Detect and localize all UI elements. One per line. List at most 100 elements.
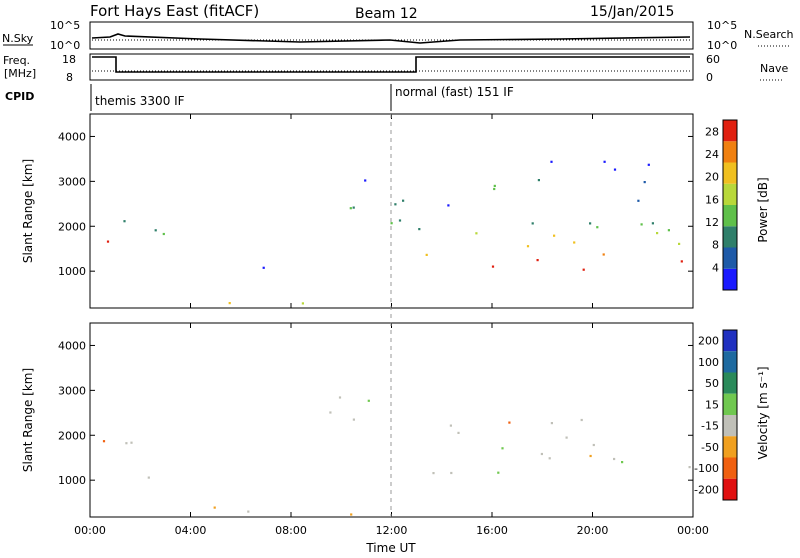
- velocity-data-point: [247, 510, 250, 513]
- x-tick-label: 12:00: [376, 524, 408, 537]
- velocity-colorbar-swatch: [723, 330, 737, 352]
- velocity-colorbar-frame: [722, 329, 738, 501]
- velocity-data-point: [540, 452, 543, 456]
- velocity-data-point: [367, 399, 370, 402]
- nsearch-tick-bottom: 10^0: [707, 39, 737, 52]
- velocity-y-tick-label: 2000: [58, 429, 86, 442]
- power-data-point: [491, 265, 495, 268]
- power-data-point: [536, 259, 539, 262]
- velocity-data-point: [457, 431, 460, 434]
- velocity-colorbar-tick-label: 50: [705, 377, 719, 390]
- power-data-point: [647, 163, 650, 166]
- velocity-axes: 1000 2000 3000 4000: [58, 323, 694, 517]
- power-data-point: [301, 302, 304, 305]
- power-data-point: [447, 204, 450, 207]
- nsky-panel: N.Sky 10^5 10^0 10^5 10^0 N.Search: [2, 19, 794, 52]
- power-colorbar-tick-label: 28: [705, 125, 719, 138]
- power-colorbar-label: Power [dB]: [756, 177, 770, 242]
- velocity-colorbar-tick-label: 100: [698, 356, 719, 369]
- freq-tick-top: 18: [62, 53, 76, 66]
- velocity-data-point: [565, 436, 568, 439]
- x-tick-label: 20:00: [577, 524, 609, 537]
- power-colorbar-tick-label: 4: [712, 261, 719, 274]
- power-data-point: [531, 222, 534, 225]
- velocity-data-point: [449, 424, 452, 427]
- power-colorbar-swatch: [723, 141, 737, 163]
- power-data-point: [262, 266, 265, 269]
- velocity-colorbar: Velocity [m s⁻¹] 200 100 50 15 -15 -50 -100 -20…: [694, 329, 770, 501]
- power-y-tick-label: 4000: [58, 130, 86, 143]
- power-data-point: [349, 207, 352, 210]
- velocity-data-point: [352, 418, 355, 421]
- nave-tick-bottom: 0: [706, 71, 713, 84]
- x-tick-label: 16:00: [476, 524, 508, 537]
- velocity-data-point: [688, 466, 691, 469]
- power-data-point: [526, 245, 530, 248]
- cpid-segment-1: themis 3300 IF: [95, 94, 185, 108]
- velocity-data-point: [450, 471, 453, 475]
- power-colorbar-tick-label: 20: [705, 171, 719, 184]
- beam-label: Beam 12: [355, 6, 418, 22]
- velocity-data-point: [213, 506, 216, 509]
- power-data-point: [390, 222, 393, 225]
- velocity-data-point: [589, 454, 592, 458]
- power-data-point: [553, 234, 556, 237]
- power-colorbar-tick-label: 16: [705, 193, 719, 206]
- power-data-point: [475, 232, 478, 235]
- cpid-panel: CPID themis 3300 IF normal (fast) 151 IF: [5, 84, 514, 111]
- power-data-point: [493, 187, 496, 191]
- power-data-point: [106, 240, 110, 243]
- cpid-segment-2: normal (fast) 151 IF: [395, 85, 514, 99]
- nave-label: Nave: [760, 62, 788, 75]
- power-data-point: [550, 160, 553, 163]
- nsky-label: N.Sky: [2, 32, 34, 45]
- freq-panel: Freq. [MHz] 18 8 60 0 Nave: [3, 53, 788, 84]
- nave-tick-top: 60: [706, 53, 720, 66]
- nsky-tick-bottom: 10^0: [50, 39, 80, 52]
- velocity-data-point: [497, 471, 500, 474]
- power-colorbar-frame: [722, 119, 738, 291]
- power-data-point: [637, 199, 640, 202]
- power-colorbar-tick-label: 24: [705, 148, 719, 161]
- power-y-tick-label: 3000: [58, 175, 86, 188]
- velocity-colorbar-tick-label: -15: [701, 420, 719, 433]
- power-data-point: [680, 260, 683, 263]
- power-data-point: [493, 184, 496, 187]
- power-data-point: [537, 179, 540, 182]
- power-data-point: [602, 253, 605, 256]
- power-data-point: [656, 232, 659, 235]
- velocity-ylabel: Slant Range [km]: [21, 368, 35, 472]
- power-data-point: [678, 242, 681, 245]
- x-tick-label: 04:00: [175, 524, 207, 537]
- power-data-point: [425, 253, 428, 256]
- station-title: Fort Hays East (fitACF): [90, 2, 259, 20]
- velocity-data-point: [613, 457, 616, 461]
- power-colorbar-swatch: [723, 226, 737, 248]
- power-colorbar-tick-label: 8: [712, 239, 719, 252]
- velocity-y-tick-label: 1000: [58, 474, 86, 487]
- x-axis-label: Time UT: [365, 541, 416, 554]
- nsearch-tick-top: 10^5: [707, 19, 737, 32]
- power-data-point: [573, 241, 576, 244]
- power-data-point: [640, 223, 643, 226]
- power-data-point: [589, 222, 592, 225]
- velocity-data-point: [102, 440, 106, 443]
- velocity-data-point: [621, 461, 624, 464]
- velocity-data-point: [147, 476, 150, 479]
- power-data-point: [398, 219, 402, 222]
- power-scatter: [106, 160, 683, 305]
- velocity-data-point: [432, 472, 435, 475]
- power-y-tick-label: 1000: [58, 265, 86, 278]
- power-data-point: [402, 199, 405, 202]
- velocity-data-point: [548, 457, 551, 460]
- velocity-data-point: [550, 422, 553, 425]
- velocity-data-point: [130, 441, 133, 444]
- power-data-point: [651, 222, 654, 225]
- velocity-colorbar-swatch: [723, 415, 737, 437]
- power-data-point: [418, 228, 421, 231]
- velocity-colorbar-swatch: [723, 478, 737, 500]
- velocity-data-point: [350, 513, 353, 516]
- velocity-colorbar-tick-label: -100: [694, 462, 719, 475]
- power-data-point: [394, 203, 397, 206]
